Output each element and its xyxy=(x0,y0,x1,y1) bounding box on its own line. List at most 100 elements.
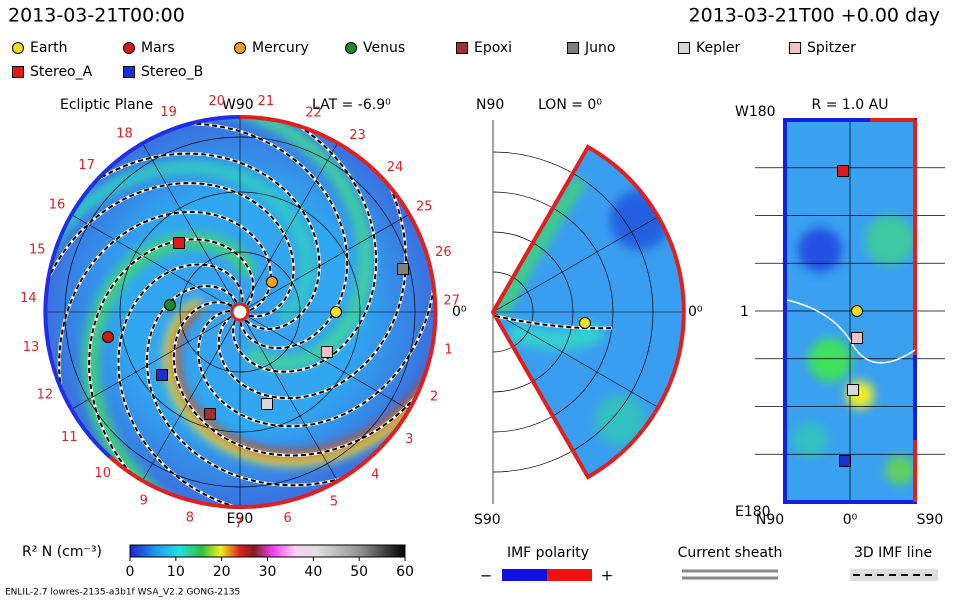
body-marker xyxy=(321,346,333,358)
longitude-label: 9 xyxy=(140,493,148,508)
body-marker xyxy=(839,455,851,467)
legend-label: Kepler xyxy=(696,40,740,56)
longitude-label: 11 xyxy=(61,430,78,445)
w90: W90 xyxy=(222,97,254,113)
body-marker xyxy=(397,263,409,275)
longitude-label: 10 xyxy=(95,466,112,481)
time-right: 2013-03-21T00 +0.00 day xyxy=(689,5,940,27)
legend: Earth Mars Mercury Venus Epoxi Juno Kepler Spit… xyxy=(12,40,856,80)
tick-label: 20 xyxy=(213,564,231,580)
wedge-edge xyxy=(490,144,686,480)
e90: E90 xyxy=(227,511,254,527)
tick-label: 40 xyxy=(304,564,322,580)
body-marker xyxy=(579,317,591,329)
longitude-label: 21 xyxy=(258,94,275,109)
longitude-label: 16 xyxy=(49,197,66,212)
body-marker xyxy=(261,398,273,410)
longitude-label: 2 xyxy=(430,390,438,405)
legend-label: Mars xyxy=(141,40,175,56)
tick-label: 60 xyxy=(396,564,414,580)
band xyxy=(45,117,373,370)
field-line xyxy=(172,146,435,457)
legend-label: Earth xyxy=(30,40,68,56)
body-marker xyxy=(12,42,24,54)
imf-line-title: 3D IMF line xyxy=(854,545,932,561)
band xyxy=(45,160,315,484)
sheath-title: Current sheath xyxy=(678,545,783,561)
meridional-panel: N90 LON = 0⁰ 0⁰ S90 xyxy=(474,97,703,528)
longitude-label: 22 xyxy=(305,106,322,121)
s90: S90 xyxy=(917,512,944,528)
ecliptic-panel: Ecliptic Plane W90 LAT = -6.9⁰ E90 0⁰ xyxy=(43,97,467,527)
polarity-ring xyxy=(108,114,438,509)
body-marker xyxy=(123,66,135,78)
body-marker xyxy=(234,42,246,54)
body-marker xyxy=(847,384,859,396)
density xyxy=(792,215,915,485)
field-line xyxy=(45,122,349,350)
e180: E180 xyxy=(735,504,771,520)
longitude-label: 27 xyxy=(443,293,460,308)
longitude-label: 15 xyxy=(29,243,46,258)
lat: LAT = -6.9⁰ xyxy=(312,97,391,113)
field-line xyxy=(88,238,376,507)
bodies xyxy=(102,165,863,467)
panel-title: Ecliptic Plane xyxy=(60,97,153,113)
tick-label: 30 xyxy=(259,564,277,580)
field-line xyxy=(172,117,407,400)
longitude-label: 5 xyxy=(330,495,338,510)
imf-plus: + xyxy=(601,567,614,585)
field-line xyxy=(48,117,378,373)
sheath-line xyxy=(786,299,916,364)
legend-label: Mercury xyxy=(252,40,309,56)
imf-minus: − xyxy=(480,567,493,585)
imf-negative xyxy=(502,569,547,581)
legend-label: Venus xyxy=(363,40,405,56)
sphere-title: R = 1.0 AU xyxy=(812,97,889,113)
field-line xyxy=(197,117,435,428)
longitude-label: 3 xyxy=(405,432,413,447)
longitude-label: 25 xyxy=(416,200,433,215)
legend-label: Stereo_A xyxy=(30,64,93,80)
body-marker xyxy=(345,42,357,54)
body-marker xyxy=(789,42,801,54)
zero: 0⁰ xyxy=(452,304,467,320)
n90: N90 xyxy=(476,97,504,113)
body-marker xyxy=(12,66,24,78)
w180: W180 xyxy=(735,104,776,120)
body-marker xyxy=(266,276,278,288)
imf-line xyxy=(494,315,613,330)
body-marker xyxy=(851,332,863,344)
imf-positive xyxy=(547,569,592,581)
s90: S90 xyxy=(474,512,501,528)
longitude-label: 13 xyxy=(23,340,40,355)
longitude-label: 14 xyxy=(20,291,37,306)
one: 1 xyxy=(740,304,749,320)
body-marker xyxy=(837,165,849,177)
legend-label: Juno xyxy=(584,40,615,56)
n90: N90 xyxy=(756,512,784,528)
zero: 0⁰ xyxy=(843,512,858,528)
field-line xyxy=(117,263,435,507)
longitude-label: 19 xyxy=(160,105,177,120)
body-marker xyxy=(330,306,342,318)
legend-label: Epoxi xyxy=(474,40,512,56)
body-marker xyxy=(156,369,168,381)
longitude-label: 7 xyxy=(235,516,243,531)
longitude-label: 8 xyxy=(186,510,194,525)
field-line xyxy=(145,280,435,487)
longitude-label: 26 xyxy=(435,245,452,260)
longitude-label: 1 xyxy=(444,343,452,358)
longitude-label: 17 xyxy=(78,158,95,173)
sphere-panel: R = 1.0 AU W180 1 E180 N90 0⁰ S90 xyxy=(735,97,945,528)
longitude-label: 4 xyxy=(371,468,379,483)
sun xyxy=(230,302,250,322)
body-marker xyxy=(678,42,690,54)
imf-title: IMF polarity xyxy=(507,545,589,561)
polarity-ring xyxy=(43,115,241,459)
colorbar: R² N (cm⁻³) 0 10 20 30 40 50 60 xyxy=(22,544,414,580)
longitude-label: 12 xyxy=(37,387,54,402)
body-marker xyxy=(567,42,579,54)
tick-label: 50 xyxy=(350,564,368,580)
body-marker xyxy=(456,42,468,54)
